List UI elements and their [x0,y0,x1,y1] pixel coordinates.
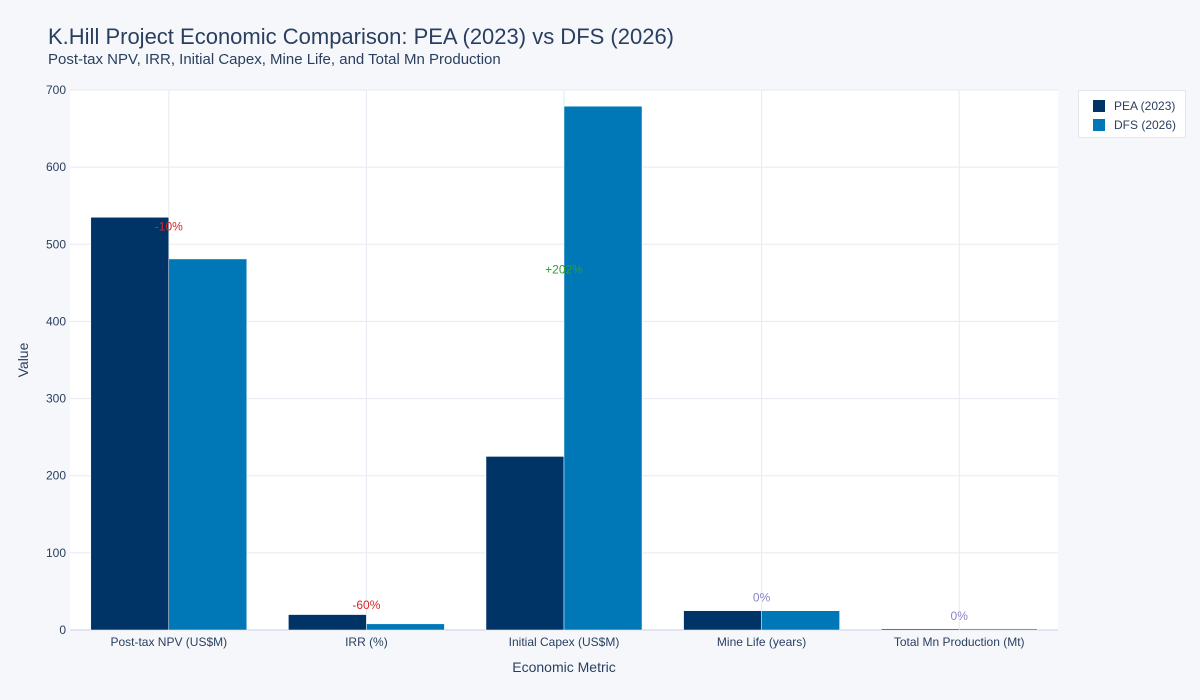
legend-label-pea: PEA (2023) [1114,99,1176,113]
legend-swatch-pea [1093,100,1105,112]
legend-swatch-dfs [1093,119,1105,131]
x-axis-title: Economic Metric [512,659,615,675]
y-tick-label-100: 100 [46,546,66,560]
y-tick-label-0: 0 [59,623,66,637]
x-tick-label-initial-capex-us-m: Initial Capex (US$M) [509,635,620,649]
x-tick-label-total-mn-production-mt: Total Mn Production (Mt) [894,635,1025,649]
y-axis-title: Value [15,342,31,377]
change-label-mine-life-years: 0% [753,590,771,604]
legend-label-dfs: DFS (2026) [1114,118,1177,132]
legend-item-dfs[interactable]: DFS (2026) [1093,118,1176,132]
x-tick-label-irr: IRR (%) [345,635,388,649]
x-tick-label-mine-life-years: Mine Life (years) [717,635,806,649]
bar-pea-2023-total-mn-production-mt[interactable] [880,628,960,631]
x-axis-ticks: Post-tax NPV (US$M) IRR (%) Initial Capex … [110,635,1024,649]
bar-pea-2023-post-tax-npv-us-m[interactable] [90,217,170,631]
y-tick-label-300: 300 [46,392,66,406]
change-label-post-tax-npv-us-m: -10% [155,219,183,233]
y-tick-label-200: 200 [46,469,66,483]
bars [90,105,1038,631]
bar-dfs-2026-initial-capex-us-m[interactable] [563,105,643,631]
y-axis-ticks: 0 100 200 300 400 500 600 700 [46,83,66,637]
bar-dfs-2026-irr[interactable] [366,623,445,631]
y-tick-label-500: 500 [46,237,66,251]
chart-title: K.Hill Project Economic Comparison: PEA … [48,24,675,49]
x-tick-label-post-tax-npv-us-m: Post-tax NPV (US$M) [110,635,227,649]
bar-pea-2023-mine-life-years[interactable] [683,610,762,631]
legend-item-pea[interactable]: PEA (2023) [1093,99,1175,113]
y-tick-label-400: 400 [46,314,66,328]
change-annotations: -10% -60% +202% 0% 0% [155,219,968,623]
change-label-total-mn-production-mt: 0% [951,609,969,623]
y-tick-label-600: 600 [46,160,66,174]
y-tick-label-700: 700 [46,83,66,97]
bar-pea-2023-initial-capex-us-m[interactable] [485,456,565,631]
chart-subtitle: Post-tax NPV, IRR, Initial Capex, Mine L… [48,51,501,68]
change-label-irr: -60% [352,598,380,612]
bar-dfs-2026-total-mn-production-mt[interactable] [958,628,1038,631]
bar-dfs-2026-post-tax-npv-us-m[interactable] [168,258,248,631]
bar-dfs-2026-mine-life-years[interactable] [761,610,840,631]
legend: PEA (2023) DFS (2026) [1078,90,1186,138]
bar-pea-2023-irr[interactable] [288,614,367,631]
change-label-initial-capex-us-m: +202% [545,263,583,277]
